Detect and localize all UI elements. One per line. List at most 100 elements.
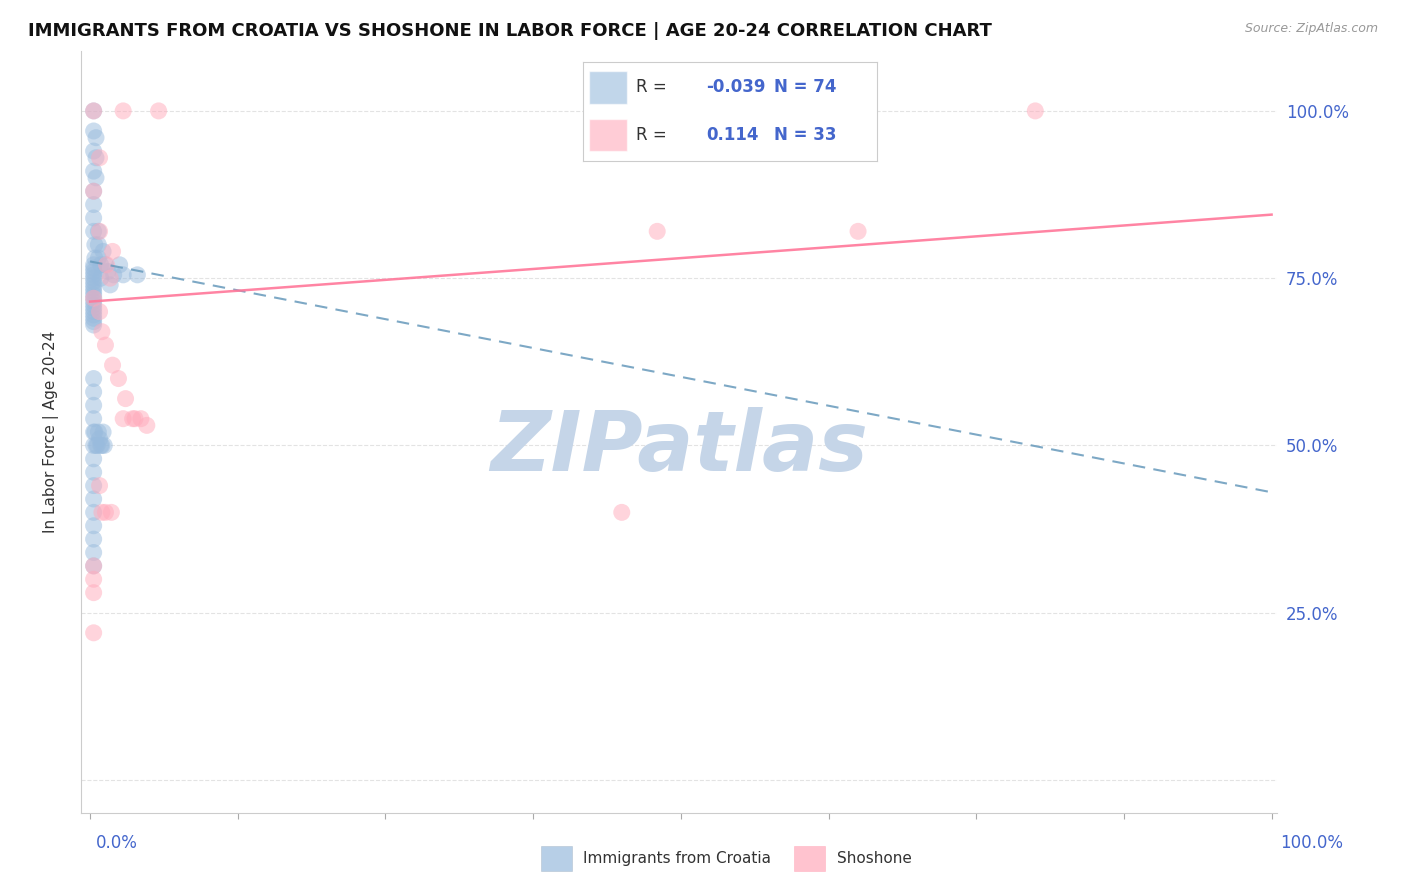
Point [91, 244, 114, 259]
Point [83, 425, 105, 439]
Point [87, 425, 110, 439]
Point [94, 338, 117, 352]
Point [148, 103, 170, 118]
Point [83, 572, 105, 586]
Point [83, 532, 105, 546]
Point [103, 268, 125, 282]
Point [83, 288, 105, 302]
Point [83, 558, 105, 573]
Point [83, 384, 105, 399]
Text: Immigrants from Croatia: Immigrants from Croatia [583, 851, 772, 865]
Point [83, 585, 105, 599]
Point [100, 505, 122, 519]
Point [89, 224, 111, 238]
Point [83, 261, 105, 276]
Point [84, 438, 107, 452]
Point [121, 411, 143, 425]
Point [83, 103, 105, 118]
Y-axis label: In Labor Force | Age 20-24: In Labor Force | Age 20-24 [44, 331, 59, 533]
Point [83, 144, 105, 158]
Point [112, 103, 135, 118]
Text: 0.0%: 0.0% [96, 834, 138, 852]
Point [93, 438, 115, 452]
Point [91, 425, 114, 439]
Point [108, 258, 131, 272]
Text: IMMIGRANTS FROM CROATIA VS SHOSHONE IN LABOR FORCE | AGE 20-24 CORRELATION CHART: IMMIGRANTS FROM CROATIA VS SHOSHONE IN L… [28, 22, 993, 40]
Point [83, 411, 105, 425]
Point [83, 291, 105, 305]
Point [83, 281, 105, 295]
Point [83, 275, 105, 289]
Point [127, 268, 149, 282]
Point [83, 478, 105, 492]
Point [101, 358, 124, 372]
Point [83, 291, 105, 305]
Point [610, 505, 633, 519]
Point [94, 505, 117, 519]
Point [89, 151, 111, 165]
Point [84, 130, 107, 145]
Point [89, 432, 111, 446]
Point [107, 371, 129, 385]
Point [124, 411, 146, 425]
Point [83, 625, 105, 640]
Point [83, 451, 105, 466]
Text: Shoshone: Shoshone [837, 851, 911, 865]
Point [83, 315, 105, 329]
Point [90, 325, 112, 339]
Point [84, 151, 107, 165]
Point [90, 505, 112, 519]
Point [89, 304, 111, 318]
Point [94, 258, 117, 272]
Point [83, 258, 105, 272]
Text: Source: ZipAtlas.com: Source: ZipAtlas.com [1244, 22, 1378, 36]
Point [83, 184, 105, 198]
Point [83, 164, 105, 178]
Point [96, 258, 118, 272]
Point [87, 251, 110, 265]
Point [112, 268, 135, 282]
Point [101, 244, 124, 259]
Point [83, 285, 105, 299]
Point [83, 197, 105, 211]
Point [83, 308, 105, 322]
Point [114, 392, 136, 406]
Point [97, 264, 120, 278]
Point [83, 251, 105, 265]
Point [83, 311, 105, 326]
Text: ZIPatlas: ZIPatlas [491, 407, 868, 488]
Point [87, 237, 110, 252]
Point [84, 170, 107, 185]
Point [83, 505, 105, 519]
Point [846, 224, 869, 238]
Point [98, 271, 121, 285]
Point [83, 271, 105, 285]
Point [83, 304, 105, 318]
Point [83, 398, 105, 412]
Point [83, 298, 105, 312]
Point [129, 411, 152, 425]
Point [83, 211, 105, 225]
Point [645, 224, 668, 238]
Point [83, 465, 105, 479]
Point [1024, 103, 1046, 118]
Point [90, 438, 112, 452]
Point [83, 491, 105, 506]
Point [83, 237, 105, 252]
Point [98, 277, 121, 292]
Point [83, 301, 105, 316]
Point [83, 438, 105, 452]
Point [83, 268, 105, 282]
Point [83, 318, 105, 332]
Point [83, 371, 105, 385]
Text: 100.0%: 100.0% [1279, 834, 1343, 852]
Point [83, 103, 105, 118]
Point [86, 438, 108, 452]
Point [83, 558, 105, 573]
Point [83, 184, 105, 198]
Point [135, 418, 157, 433]
Point [83, 425, 105, 439]
Point [83, 224, 105, 238]
Point [83, 264, 105, 278]
Point [89, 478, 111, 492]
